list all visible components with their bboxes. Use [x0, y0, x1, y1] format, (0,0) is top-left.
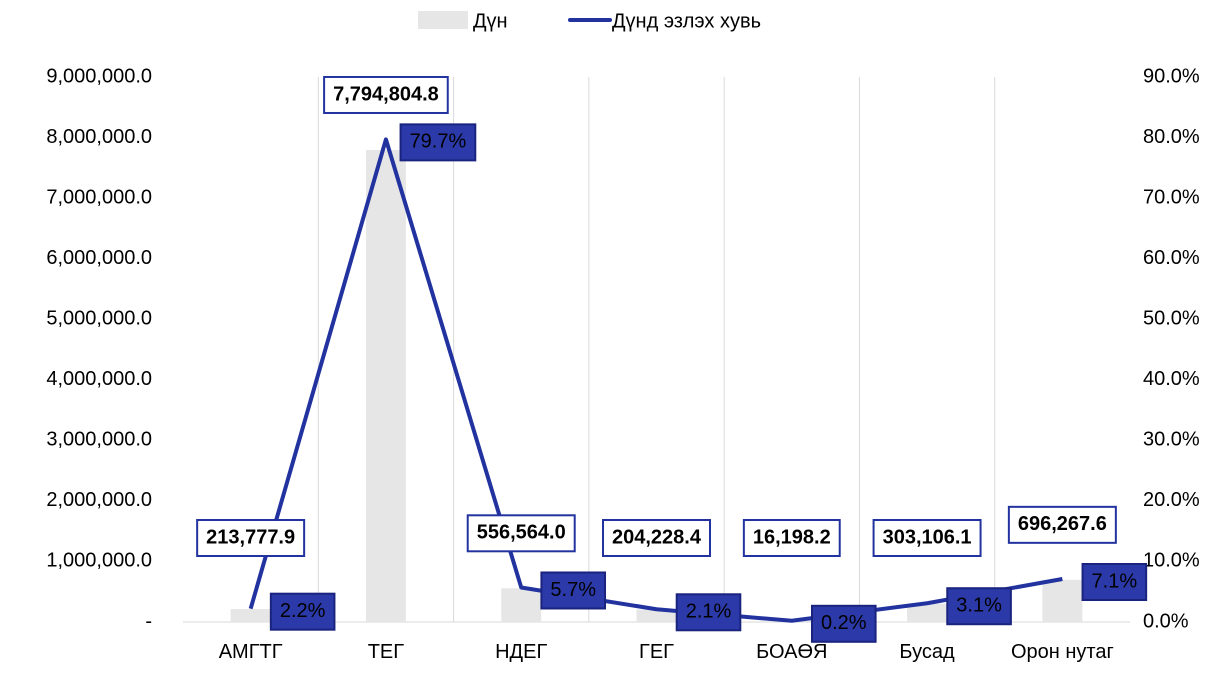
- line-value-label: 5.7%: [540, 571, 607, 610]
- bar-value-label-box: [196, 519, 306, 557]
- y2-tick-label: 30.0%: [1143, 429, 1200, 451]
- line-value-label: 2.2%: [269, 592, 336, 631]
- bar: [365, 149, 406, 622]
- bar-value-label: 213,777.9: [196, 519, 306, 557]
- line-value-label-box: [540, 571, 607, 610]
- bar: [230, 609, 271, 622]
- bar-value-label-box: [742, 519, 841, 557]
- line-value-label-text: 2.2%: [280, 600, 326, 622]
- bar-value-label-box: [1007, 505, 1117, 544]
- bar-value-label-text: 303,106.1: [883, 526, 972, 548]
- line-value-label: 2.1%: [675, 593, 742, 632]
- bar: [501, 588, 542, 622]
- x-tick-label: Орон нутаг: [1010, 641, 1114, 663]
- line-value-label: 3.1%: [946, 587, 1012, 626]
- y2-tick-label: 80.0%: [1143, 126, 1200, 148]
- y-tick-label: 9,000,000.0: [46, 65, 152, 87]
- y-tick-label: -: [145, 610, 152, 632]
- legend-swatch: [418, 11, 468, 29]
- y2-tick-label: 40.0%: [1143, 368, 1200, 390]
- y-tick-label: 3,000,000.0: [46, 429, 152, 451]
- line-value-label-box: [946, 587, 1012, 626]
- bar-value-label: 556,564.0: [466, 514, 576, 553]
- x-tick-label: Бусад: [899, 641, 955, 663]
- bar-value-label-text: 213,777.9: [206, 526, 295, 548]
- y-tick-label: 1,000,000.0: [46, 550, 152, 572]
- bar-value-label-box: [323, 75, 449, 114]
- bar: [907, 603, 948, 622]
- x-tick-label: ГЕГ: [639, 641, 674, 663]
- bar-value-label-text: 204,228.4: [612, 526, 702, 548]
- y-tick-label: 7,000,000.0: [46, 186, 152, 208]
- line-value-label-text: 79.7%: [410, 131, 467, 153]
- bar-value-label-text: 556,564.0: [477, 522, 566, 544]
- y2-tick-label: 60.0%: [1143, 247, 1200, 269]
- y2-tick-label: 10.0%: [1143, 550, 1200, 572]
- x-tick-label: НДЕГ: [495, 641, 548, 663]
- legend-label: Дүнд эзлэх хувь: [612, 10, 761, 32]
- bar-value-label: 303,106.1: [872, 519, 982, 557]
- bar-value-label-text: 696,267.6: [1018, 513, 1107, 535]
- line-value-label-text: 2.1%: [686, 601, 732, 623]
- bar-value-label-text: 7,794,804.8: [333, 83, 439, 105]
- y2-tick-label: 0.0%: [1143, 610, 1189, 632]
- bar-value-label: 7,794,804.8: [323, 75, 449, 114]
- line-value-label: 0.2%: [810, 604, 877, 643]
- line-value-label: 7.1%: [1081, 563, 1148, 602]
- y2-tick-label: 70.0%: [1143, 186, 1200, 208]
- bar-value-label-text: 16,198.2: [753, 526, 831, 548]
- x-tick-label: БОАӨЯ: [756, 641, 828, 663]
- x-tick-label: ТЕГ: [367, 641, 405, 663]
- line-value-label-box: [1081, 563, 1148, 602]
- legend-label: Дүн: [473, 10, 508, 32]
- bar: [636, 609, 677, 622]
- y-tick-label: 8,000,000.0: [46, 126, 152, 148]
- line-value-label-box: [399, 123, 477, 162]
- line-value-label-text: 5.7%: [550, 579, 596, 601]
- line-value-label-text: 7.1%: [1092, 570, 1138, 592]
- y-tick-label: 2,000,000.0: [46, 489, 152, 511]
- x-tick-label: АМГТГ: [218, 641, 283, 663]
- bar-value-label: 204,228.4: [602, 519, 711, 557]
- y-tick-label: 4,000,000.0: [46, 368, 152, 390]
- y2-tick-label: 50.0%: [1143, 308, 1200, 330]
- bar-value-label-box: [602, 519, 711, 557]
- y2-tick-label: 20.0%: [1143, 489, 1200, 511]
- line-value-label-box: [810, 604, 877, 643]
- bar: [1042, 579, 1083, 622]
- y-tick-label: 6,000,000.0: [46, 247, 152, 269]
- bar-value-label: 696,267.6: [1007, 505, 1117, 544]
- line-value-label-text: 0.2%: [821, 612, 867, 634]
- y2-tick-label: 90.0%: [1143, 65, 1200, 87]
- bar-value-label: 16,198.2: [742, 519, 841, 557]
- y-tick-label: 5,000,000.0: [46, 308, 152, 330]
- bar-value-label-box: [466, 514, 576, 553]
- line-value-label-box: [269, 592, 336, 631]
- line: [248, 137, 1063, 623]
- line-value-label: 79.7%: [399, 123, 477, 162]
- line-value-label-text: 3.1%: [956, 595, 1002, 617]
- line-value-label-box: [675, 593, 742, 632]
- bar-value-label-box: [872, 519, 982, 557]
